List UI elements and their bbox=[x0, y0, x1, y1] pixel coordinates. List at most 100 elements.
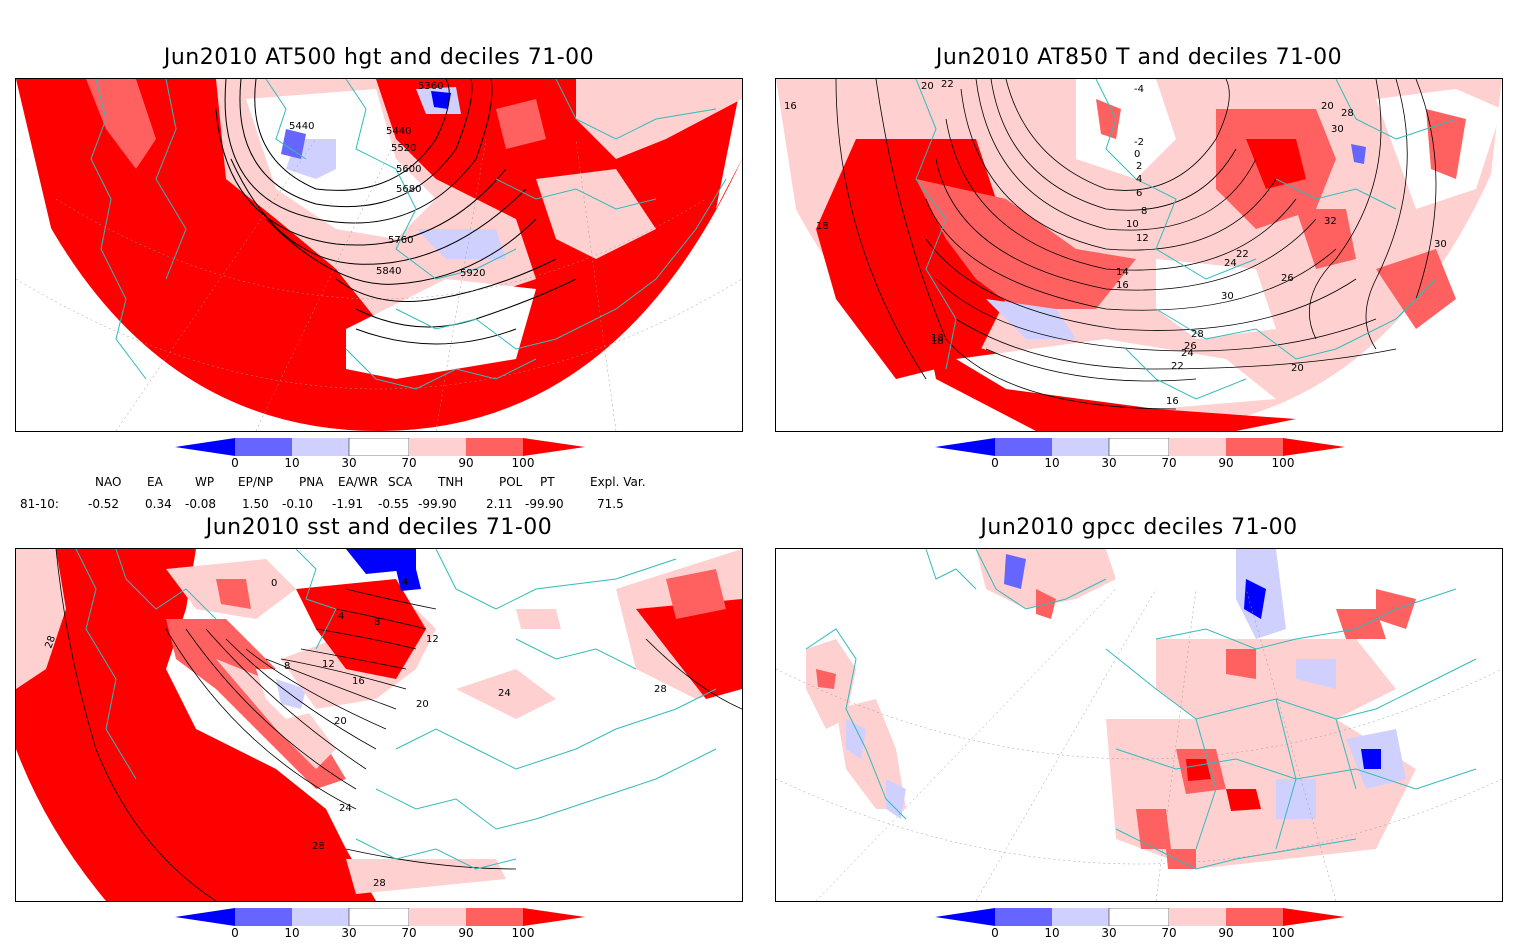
contour-label: 26 bbox=[1184, 341, 1197, 352]
colorbar-swatches bbox=[175, 437, 585, 457]
colorbar-tick: 90 bbox=[458, 926, 474, 940]
contour-label: 5760 bbox=[388, 235, 413, 246]
index-header: EA/WR bbox=[338, 475, 379, 489]
colorbar-tick: 10 bbox=[284, 456, 300, 470]
contour-label: 12 bbox=[426, 634, 439, 645]
contour-label: 18 bbox=[931, 333, 944, 344]
colorbar-tick: 100 bbox=[1271, 926, 1295, 940]
contour-label: 26 bbox=[1281, 273, 1294, 284]
colorbar-tick: 100 bbox=[511, 926, 535, 940]
contour-label: 28 bbox=[654, 684, 667, 695]
index-value: -0.08 bbox=[185, 497, 217, 511]
colorbar-tick: 30 bbox=[341, 456, 357, 470]
colorbar-tick: 30 bbox=[341, 926, 357, 940]
contour-label: 20 bbox=[921, 81, 934, 92]
index-value: 0.34 bbox=[145, 497, 172, 511]
contour-label: 0 bbox=[1134, 149, 1140, 160]
colorbar-tick: 30 bbox=[1101, 926, 1117, 940]
colorbar-tick: 90 bbox=[1218, 456, 1234, 470]
panel-title-gpcc: Jun2010 gpcc deciles 71-00 bbox=[980, 515, 1298, 540]
map-gpcc bbox=[775, 548, 1503, 902]
contour-label: 28 bbox=[312, 841, 325, 852]
index-value: -1.91 bbox=[332, 497, 364, 511]
contour-label: 0 bbox=[271, 578, 277, 589]
index-header: PT bbox=[540, 475, 555, 489]
contour-label: 16 bbox=[1166, 396, 1179, 407]
contour-label: 16 bbox=[784, 101, 797, 112]
contour-label: 5440 bbox=[386, 126, 411, 137]
colorbar-top-left: 0 10 30 70 90 100 bbox=[175, 437, 595, 474]
contour-label: 18 bbox=[931, 336, 944, 347]
contour-label: 12 bbox=[1136, 233, 1149, 244]
index-header: NAO bbox=[95, 475, 122, 489]
panel-title-sst: Jun2010 sst and deciles 71-00 bbox=[205, 515, 553, 540]
index-value: -0.52 bbox=[88, 497, 120, 511]
colorbar-swatches bbox=[175, 907, 585, 927]
colorbar-bottom-left: 0 10 30 70 90 100 bbox=[175, 907, 595, 944]
colorbar-tick: 70 bbox=[1161, 456, 1177, 470]
contour-label: 22 bbox=[1171, 361, 1184, 372]
contour-label: 4 bbox=[402, 577, 408, 588]
index-header: POL bbox=[499, 475, 523, 489]
colorbar-tick: 70 bbox=[1161, 926, 1177, 940]
colorbar-tick: 100 bbox=[511, 456, 535, 470]
contour-label: 16 bbox=[352, 676, 365, 687]
colorbar-tick: 90 bbox=[1218, 926, 1234, 940]
contour-label: 28 bbox=[373, 878, 386, 889]
contour-label: 6 bbox=[1136, 188, 1142, 199]
colorbar-tick: 0 bbox=[231, 456, 239, 470]
index-header: Expl. Var. bbox=[590, 475, 646, 489]
contour-label: -2 bbox=[1134, 137, 1144, 148]
colorbar-tick: 10 bbox=[284, 926, 300, 940]
colorbar-tick: 30 bbox=[1101, 456, 1117, 470]
colorbar-tick: 70 bbox=[401, 456, 417, 470]
contour-label: 22 bbox=[941, 79, 954, 90]
index-header: PNA bbox=[299, 475, 324, 489]
contour-label: 24 bbox=[1181, 348, 1194, 359]
colorbar-tick: 0 bbox=[231, 926, 239, 940]
colorbar-tick: 70 bbox=[401, 926, 417, 940]
contour-label: 20 bbox=[416, 699, 429, 710]
contour-label: 5680 bbox=[396, 184, 421, 195]
index-value: -0.10 bbox=[282, 497, 314, 511]
contour-label: 5360 bbox=[418, 81, 443, 92]
index-value: 71.5 bbox=[597, 497, 624, 511]
contour-label: 32 bbox=[1324, 216, 1337, 227]
contour-label: 28 bbox=[1191, 329, 1204, 340]
contour-label: 10 bbox=[1126, 219, 1139, 230]
contour-label: 28 bbox=[43, 634, 58, 650]
contour-label: 20 bbox=[1321, 101, 1334, 112]
index-value: 2.11 bbox=[486, 497, 513, 511]
colorbar-swatches bbox=[935, 907, 1345, 927]
colorbar-tick: 100 bbox=[1271, 456, 1295, 470]
map-t850: 16 18 18 20 22 -4 -2 0 2 4 6 8 10 12 14 … bbox=[775, 78, 1503, 432]
colorbar-tick: 0 bbox=[991, 456, 999, 470]
contour-label: 5520 bbox=[391, 143, 416, 154]
panel-title-hgt500: Jun2010 AT500 hgt and deciles 71-00 bbox=[163, 45, 595, 70]
contour-label: 24 bbox=[339, 803, 352, 814]
contour-label: 16 bbox=[1116, 280, 1129, 291]
colorbar-top-right: 0 10 30 70 90 100 bbox=[935, 437, 1355, 474]
contour-label: 30 bbox=[1434, 239, 1447, 250]
contour-label: 4 bbox=[1136, 174, 1142, 185]
colorbar-tick: 10 bbox=[1044, 456, 1060, 470]
index-header: EP/NP bbox=[238, 475, 274, 489]
contour-label: 5440 bbox=[289, 121, 314, 132]
contour-label: 5840 bbox=[376, 266, 401, 277]
contour-label: 8 bbox=[284, 661, 290, 672]
index-header: WP bbox=[195, 475, 215, 489]
contour-label: 22 bbox=[1236, 249, 1249, 260]
contour-label: 28 bbox=[1341, 108, 1354, 119]
contour-label: 18 bbox=[816, 221, 829, 232]
contour-label: 14 bbox=[1116, 267, 1129, 278]
contour-label: -4 bbox=[1134, 84, 1144, 95]
colorbar-tick: 0 bbox=[991, 926, 999, 940]
colorbar-swatches bbox=[935, 437, 1345, 457]
contour-label: 5600 bbox=[396, 164, 421, 175]
colorbar-tick: 90 bbox=[458, 456, 474, 470]
contour-label: 12 bbox=[322, 659, 335, 670]
index-value: -99.90 bbox=[418, 497, 457, 511]
contour-label: 4 bbox=[338, 611, 344, 622]
index-header: SCA bbox=[388, 475, 413, 489]
contour-label: 30 bbox=[1221, 291, 1234, 302]
